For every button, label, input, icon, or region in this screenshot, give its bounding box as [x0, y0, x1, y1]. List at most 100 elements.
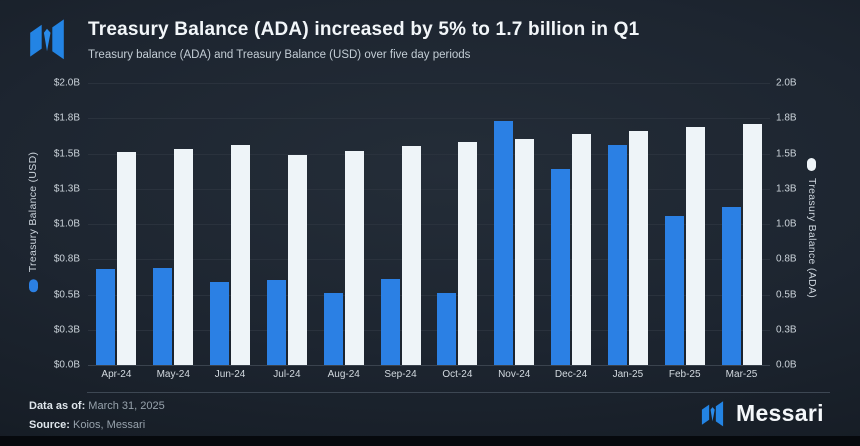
- x-axis-label-Feb-25: Feb-25: [668, 369, 701, 380]
- bar-usd-Jan-25[interactable]: [607, 145, 627, 365]
- right-axis-tick: 0.3B: [776, 324, 797, 336]
- bottom-strip: [0, 436, 860, 446]
- footer-meta: Data as of: March 31, 2025 Source: Koios…: [29, 397, 165, 435]
- x-axis-label-Jan-25: Jan-25: [612, 369, 644, 380]
- left-axis-tick: $1.8B: [53, 112, 80, 124]
- x-axis-label-Apr-24: Apr-24: [101, 369, 132, 380]
- bar-ada-Sep-24[interactable]: [401, 146, 421, 365]
- gridline: [88, 188, 770, 190]
- bar-ada-Jan-25[interactable]: [628, 130, 648, 365]
- plot-area: [88, 83, 770, 366]
- source-label: Source:: [29, 419, 70, 431]
- bar-ada-Dec-24[interactable]: [572, 133, 592, 365]
- bar-ada-Jun-24[interactable]: [231, 145, 251, 365]
- source-line: Source: Koios, Messari: [29, 416, 165, 435]
- gridline: [88, 83, 770, 84]
- bar-group-Apr-24: [88, 83, 145, 365]
- messari-wordmark: Messari: [736, 399, 824, 426]
- messari-brand: Messari: [698, 398, 824, 428]
- chart-title: Treasury Balance (ADA) increased by 5% t…: [88, 19, 640, 40]
- usd-legend-pill-icon: [28, 279, 38, 293]
- bar-group-Mar-25: [713, 83, 770, 365]
- bar-group-Jan-25: [599, 83, 656, 365]
- x-axis-label-Nov-24: Nov-24: [498, 369, 531, 380]
- bar-ada-Aug-24[interactable]: [344, 150, 364, 365]
- left-axis-tick: $1.0B: [53, 218, 80, 230]
- bar-usd-May-24[interactable]: [153, 267, 173, 365]
- bar-group-Jun-24: [202, 83, 259, 365]
- right-axis-tick: 1.8B: [776, 112, 797, 124]
- bar-usd-Mar-25[interactable]: [721, 207, 741, 365]
- gridline: [88, 329, 770, 331]
- bar-group-Sep-24: [372, 83, 429, 365]
- messari-logo-icon: [30, 19, 64, 60]
- bar-usd-Oct-24[interactable]: [437, 293, 457, 365]
- left-axis-tick: $0.5B: [53, 289, 80, 300]
- right-axis-tick: 1.3B: [776, 183, 797, 195]
- right-axis-tick: 2.0B: [776, 77, 797, 89]
- bar-ada-Nov-24[interactable]: [515, 139, 535, 365]
- bar-group-Nov-24: [486, 83, 543, 365]
- bar-group-Oct-24: [429, 83, 486, 365]
- x-axis-labels: Apr-24 May-24 Jun-24 Jul-24 Aug-24 Sep-24 Oct-…: [88, 369, 770, 380]
- right-axis-tick: 1.0B: [776, 218, 797, 230]
- gridline: [88, 294, 770, 296]
- bar-ada-Oct-24[interactable]: [458, 142, 478, 365]
- right-axis-title: Treasury Balance (ADA): [806, 158, 818, 298]
- footer-divider: [87, 392, 830, 393]
- data-as-of-line: Data as of: March 31, 2025: [29, 397, 165, 416]
- bars-row: [88, 83, 770, 365]
- bar-usd-Nov-24[interactable]: [494, 121, 514, 365]
- bar-usd-Jul-24[interactable]: [266, 280, 286, 365]
- left-axis-ticks: $2.0B $1.8B $1.5B $1.3B $1.0B $0.8B $0.5B $0.3B…: [0, 78, 84, 371]
- gridline: [88, 153, 770, 155]
- bar-group-Aug-24: [315, 83, 372, 365]
- right-axis-tick: 0.5B: [776, 289, 797, 300]
- bar-ada-Jul-24[interactable]: [287, 154, 307, 365]
- x-axis-label-Mar-25: Mar-25: [725, 369, 758, 380]
- bar-usd-Dec-24[interactable]: [551, 169, 571, 365]
- bar-group-May-24: [145, 83, 202, 365]
- gridline: [88, 365, 770, 366]
- left-axis-tick: $2.0B: [53, 77, 80, 89]
- left-axis-tick: $0.8B: [53, 253, 80, 265]
- x-axis-label-Jun-24: Jun-24: [214, 369, 246, 380]
- gridline: [88, 118, 770, 120]
- source-value: Koios, Messari: [69, 419, 146, 431]
- gridline: [88, 224, 770, 225]
- bar-usd-Aug-24[interactable]: [323, 293, 343, 365]
- bar-ada-May-24[interactable]: [174, 149, 194, 365]
- data-as-of-value: March 31, 2025: [85, 400, 165, 412]
- bar-group-Jul-24: [258, 83, 315, 365]
- gridline: [88, 259, 770, 261]
- left-axis-tick: $1.5B: [53, 148, 80, 159]
- ada-legend-pill-icon: [807, 158, 817, 171]
- chart-subtitle: Treasury balance (ADA) and Treasury Bala…: [88, 49, 471, 61]
- messari-brand-icon: [701, 401, 724, 427]
- bar-ada-Feb-25[interactable]: [685, 126, 705, 365]
- x-axis-label-Jul-24: Jul-24: [273, 369, 301, 380]
- left-axis-tick: $0.0B: [53, 359, 80, 371]
- data-as-of-label: Data as of:: [29, 400, 86, 412]
- x-axis-label-Dec-24: Dec-24: [554, 369, 588, 380]
- left-axis-tick: $1.3B: [53, 183, 80, 195]
- bar-usd-Sep-24[interactable]: [380, 279, 400, 365]
- right-axis-title-label: Treasury Balance (ADA): [806, 178, 818, 298]
- x-axis-label-Sep-24: Sep-24: [384, 369, 417, 380]
- x-axis-label-Oct-24: Oct-24: [442, 369, 473, 380]
- left-axis-title: Treasury Balance (USD): [27, 152, 39, 293]
- right-axis-ticks: 2.0B 1.8B 1.5B 1.3B 1.0B 0.8B 0.5B 0.3B 0.0B: [774, 78, 820, 371]
- left-axis-tick: $0.3B: [53, 324, 80, 336]
- right-axis-tick: 0.0B: [776, 359, 797, 371]
- bar-group-Feb-25: [656, 83, 713, 365]
- bar-usd-Apr-24[interactable]: [96, 269, 116, 365]
- bar-ada-Apr-24[interactable]: [117, 152, 137, 365]
- right-axis-tick: 0.8B: [776, 253, 797, 265]
- bar-usd-Jun-24[interactable]: [210, 281, 230, 365]
- bar-usd-Feb-25[interactable]: [664, 215, 684, 365]
- bar-ada-Mar-25[interactable]: [742, 123, 762, 365]
- x-axis-label-Aug-24: Aug-24: [327, 369, 360, 380]
- x-axis-label-May-24: May-24: [156, 369, 190, 380]
- bar-group-Dec-24: [543, 83, 600, 365]
